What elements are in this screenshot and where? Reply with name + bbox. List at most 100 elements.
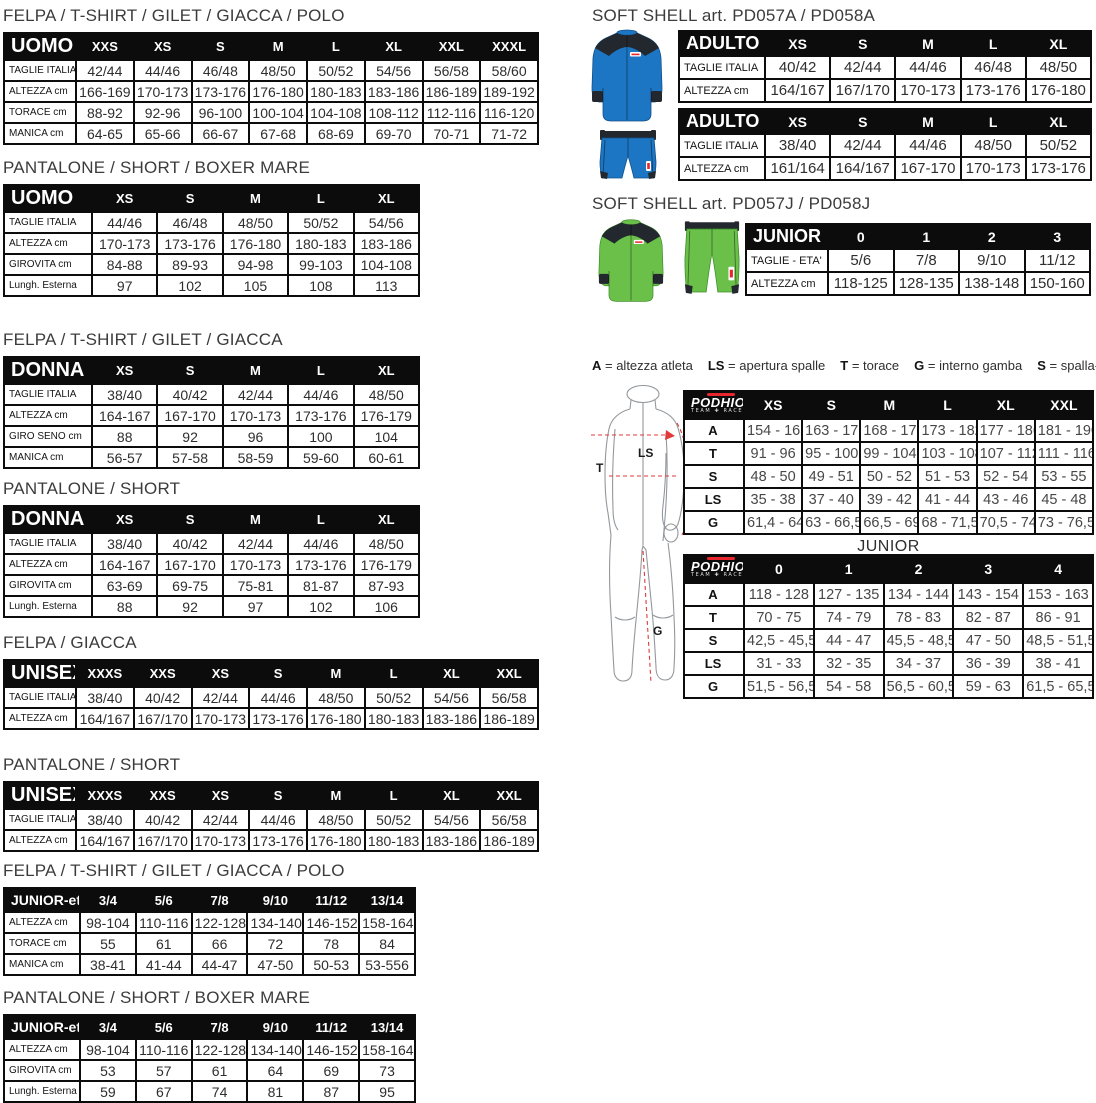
size-table: JUNIOR 0 1 2 3 TAGLIE - ETA' 5/6 7/8 9/10 11/12 AL… xyxy=(745,223,1091,296)
cell-value: 38/40 xyxy=(90,532,159,555)
column-header: 1 xyxy=(812,554,885,584)
cell-value: 50/52 xyxy=(287,211,355,234)
cell-value: 42,5 - 45,5 xyxy=(743,628,815,653)
cell-value: 95 xyxy=(358,1080,416,1103)
cell-value: 170-173 xyxy=(221,553,290,576)
cell-value: 40/42 xyxy=(763,55,832,80)
cell-value: 42/44 xyxy=(75,59,135,82)
column-header: 5/6 xyxy=(134,1014,193,1040)
column-header: XL xyxy=(975,390,1036,420)
right-column: SOFT SHELL art. PD057A / PD058A ADULTO XS… xyxy=(590,5,1096,1005)
cell-value: 92 xyxy=(156,425,224,448)
cell-value: 42/44 xyxy=(190,686,251,709)
cell-value: 66-67 xyxy=(190,122,251,145)
cell-value: 180-183 xyxy=(287,232,355,255)
brand-name: PODHIO xyxy=(691,559,744,574)
cell-value: 61 xyxy=(190,1059,249,1082)
junior-jacket-image xyxy=(598,219,664,302)
cell-value: 51 - 53 xyxy=(917,464,978,489)
cell-value: 70,5 - 74 xyxy=(975,510,1036,535)
row-label: LS xyxy=(683,487,745,512)
cell-value: 91 - 96 xyxy=(742,441,804,466)
table-row: ALTEZZA cm 166-169 170-173 173-176 176-180 18… xyxy=(3,80,539,103)
column-header: XL xyxy=(421,781,482,810)
adulto-shorts-size-table: ADULTO XS S M L XL TAGLIE ITALIA 38/40 42/44 44/4… xyxy=(678,108,1093,181)
cell-value: 54 - 58 xyxy=(812,674,885,699)
cell-value: 45 - 48 xyxy=(1033,487,1095,512)
cell-value: 154 - 165 xyxy=(742,418,804,443)
cell-value: 73 - 76,5 xyxy=(1033,510,1095,535)
table-row: ALTEZZA cm 164/167 167/170 170-173 173-176 17… xyxy=(3,829,539,852)
junior-softshell-size-table: JUNIOR 0 1 2 3 TAGLIE - ETA' 5/6 7/8 9/10 11/12 AL… xyxy=(745,223,1091,296)
cell-value: 37 - 40 xyxy=(801,487,862,512)
row-label: ALTEZZA cm xyxy=(745,271,829,296)
cell-value: 134-140 xyxy=(246,1038,305,1061)
cell-value: 59 xyxy=(79,1080,137,1103)
cell-value: 105 xyxy=(221,274,290,297)
table-row: TAGLIE ITALIA 38/40 40/42 42/44 44/46 48/50 xyxy=(3,532,421,555)
cell-value: 38/40 xyxy=(763,133,832,158)
cell-value: 39 - 42 xyxy=(859,487,920,512)
cell-value: 82 - 87 xyxy=(952,605,1025,630)
measure-legend: A = altezza atleta LS = apertura spalle T … xyxy=(592,358,1096,373)
cell-value: 42/44 xyxy=(190,808,251,831)
row-label: TAGLIE ITALIA xyxy=(3,211,93,234)
cell-value: 161/164 xyxy=(763,156,832,181)
table-row: MANICA cm 56-57 57-58 58-59 59-60 60-61 xyxy=(3,446,421,469)
cell-value: 97 xyxy=(90,274,159,297)
size-chart-section: FELPA / T-SHIRT / GILET / GIACCA / POLO U… xyxy=(3,5,543,145)
legend-item: T = torace xyxy=(840,358,900,373)
cell-value: 48/50 xyxy=(221,211,290,234)
row-label: GIROVITA cm xyxy=(3,253,93,276)
column-header: 0 xyxy=(827,223,895,250)
size-chart-section: FELPA / T-SHIRT / GILET / GIACCA / POLO J… xyxy=(3,860,543,976)
cell-value: 176-179 xyxy=(352,404,421,427)
column-header: XL xyxy=(1024,30,1093,57)
column-header: XXXS xyxy=(75,659,135,688)
row-label: T xyxy=(683,441,745,466)
mannequin-diagram: LS T S G xyxy=(591,384,701,684)
column-header: XS xyxy=(90,356,159,385)
cell-value: 167/170 xyxy=(132,829,193,852)
cell-value: 108 xyxy=(287,274,355,297)
cell-value: 110-116 xyxy=(134,911,193,934)
cell-value: 56/58 xyxy=(479,808,539,831)
cell-value: 98-104 xyxy=(79,911,137,934)
column-header: 9/10 xyxy=(246,1014,305,1040)
column-header: L xyxy=(959,108,1027,135)
cell-value: 50 - 52 xyxy=(859,464,920,489)
cell-value: 40/42 xyxy=(132,686,193,709)
mannequin-label-ls: LS xyxy=(638,446,653,460)
cell-value: 48/50 xyxy=(959,133,1027,158)
cell-value: 88-92 xyxy=(75,101,135,124)
table-corner-label: UOMO xyxy=(3,184,93,213)
cell-value: 183-186 xyxy=(352,232,421,255)
column-header: M xyxy=(221,356,290,385)
column-header: 3/4 xyxy=(79,887,137,913)
brand-logo-accent-bar xyxy=(707,557,735,560)
cell-value: 170-173 xyxy=(132,80,193,103)
row-label: ALTEZZA cm xyxy=(3,829,77,852)
cell-value: 61 xyxy=(134,932,193,955)
column-header: 13/14 xyxy=(358,1014,416,1040)
row-label: TAGLIE ITALIA xyxy=(3,686,77,709)
cell-value: 67-68 xyxy=(248,122,308,145)
cell-value: 55 xyxy=(79,932,137,955)
cell-value: 48/50 xyxy=(352,532,421,555)
cell-value: 75-81 xyxy=(221,574,290,597)
cell-value: 78 - 83 xyxy=(882,605,955,630)
table-wrap: DONNA XS S M L XL TAGLIE ITALIA 38/40 40/42 42/44… xyxy=(3,356,543,469)
cell-value: 173-176 xyxy=(1024,156,1093,181)
table-row: Lungh. Esterna 88 92 97 102 106 xyxy=(3,595,421,618)
column-header: XL xyxy=(352,184,421,213)
cell-value: 104-108 xyxy=(352,253,421,276)
table-wrap: DONNA XS S M L XL TAGLIE ITALIA 38/40 40/42 42/44… xyxy=(3,505,543,618)
column-header: XXL xyxy=(421,32,482,61)
cell-value: 173-176 xyxy=(248,829,308,852)
cell-value: 57-58 xyxy=(156,446,224,469)
row-label: ALTEZZA cm xyxy=(3,80,77,103)
cell-value: 183-186 xyxy=(421,829,482,852)
row-label: MANICA cm xyxy=(3,122,77,145)
table-corner-label: DONNA xyxy=(3,356,93,385)
column-header: XXL xyxy=(479,781,539,810)
